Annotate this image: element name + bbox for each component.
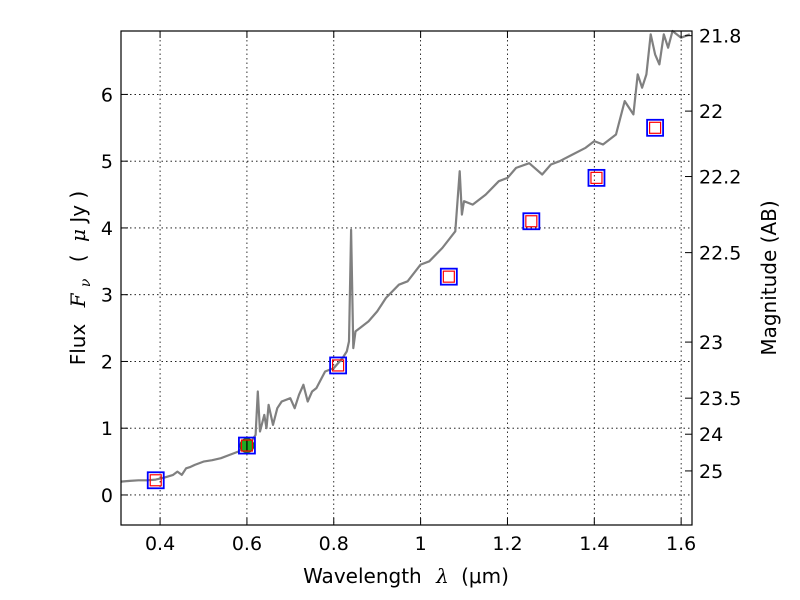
grid-layer xyxy=(121,31,692,525)
right-tick-label: 25 xyxy=(699,461,723,483)
right-axis-label: Magnitude (AB) xyxy=(757,200,781,355)
spectrum-line xyxy=(120,29,691,483)
y-tick-label: 2 xyxy=(101,351,113,373)
x-tick-label: 1 xyxy=(415,533,427,555)
x-tick-label: 0.4 xyxy=(145,533,175,555)
observed-photometry-marker xyxy=(238,436,256,455)
model-photometry-marker xyxy=(442,270,455,283)
y-tick-label: 6 xyxy=(101,84,113,106)
tick-layer: 0.4 0.6 0.8 1 1.2 1.4 1.6012345621.82222.222.5… xyxy=(101,26,741,555)
right-tick-label: 22.2 xyxy=(699,167,741,189)
y-tick-label: 5 xyxy=(101,151,113,173)
observed-photometry-marker xyxy=(329,356,348,375)
observed-photometry-marker xyxy=(646,118,664,137)
x-axis-label: Wavelength λ (μm) xyxy=(303,564,509,588)
observed-photometry-marker xyxy=(587,168,606,187)
y-tick-label: 3 xyxy=(101,285,113,307)
right-tick-label: 24 xyxy=(699,424,723,446)
y-tick-label: 1 xyxy=(101,418,113,440)
model-photometry-marker xyxy=(590,171,603,184)
model-photometry-marker xyxy=(149,474,162,487)
model-photometry-marker xyxy=(525,215,538,228)
model-photometry-marker xyxy=(332,359,345,372)
right-tick-label: 23.5 xyxy=(699,388,741,410)
y-tick-label: 0 xyxy=(101,485,113,507)
x-tick-label: 1.6 xyxy=(666,533,696,555)
x-tick-label: 0.8 xyxy=(319,533,349,555)
observed-photometry-marker xyxy=(439,267,458,286)
x-tick-label: 1.4 xyxy=(579,533,609,555)
right-tick-label: 23 xyxy=(699,332,723,354)
y-axis-label: Flux F ν ( μ Jy ) xyxy=(66,191,95,366)
right-tick-label: 21.8 xyxy=(699,26,741,48)
y-tick-label: 4 xyxy=(101,218,113,240)
right-tick-label: 22.5 xyxy=(699,243,741,265)
model-photometry-marker xyxy=(648,121,662,134)
marker-layer xyxy=(146,118,664,490)
spectrum-layer xyxy=(120,29,691,483)
observed-photometry-marker xyxy=(146,471,165,490)
right-tick-label: 22 xyxy=(699,101,723,123)
x-tick-label: 1.2 xyxy=(492,533,522,555)
observed-photometry-marker xyxy=(522,212,541,231)
x-tick-label: 0.6 xyxy=(232,533,262,555)
model-photometry-marker xyxy=(240,439,254,452)
plot-frame xyxy=(120,30,693,526)
